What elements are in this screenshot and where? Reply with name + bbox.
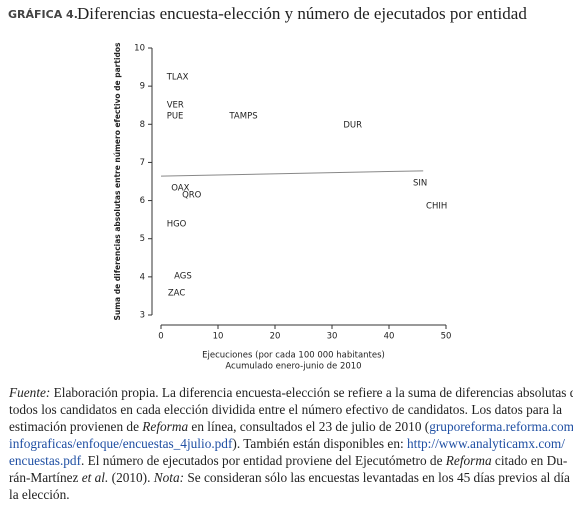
caption-text: Elaboración propia. La diferencia encues… [50, 385, 573, 400]
caption-text: ). También están disponibles en: [232, 436, 407, 451]
point-label: SIN [413, 179, 427, 189]
caption-text: estimación provienen de [9, 419, 143, 434]
link[interactable]: http://www.analyticamx.com/ [407, 436, 565, 451]
chart: GRÁFICA 4. Diferencias encuesta-elección… [8, 4, 527, 372]
point-label: OAX [171, 183, 189, 193]
caption-text: rán-Martínez [9, 470, 82, 485]
y-tick-label: 5 [140, 234, 145, 244]
link[interactable]: gruporeforma.reforma.com/ [429, 419, 573, 434]
caption-line: Fuente: Elaboración propia. La diferenci… [9, 384, 573, 401]
caption-text: Se consideran sólo las encuestas levanta… [184, 470, 573, 485]
y-tick-label: 9 [140, 82, 145, 92]
caption-line: infograficas/enfoque/encuestas_4julio.pd… [9, 435, 565, 452]
x-tick-label: 50 [441, 332, 452, 342]
caption-line: encuestas.pdf. El número de ejecutados p… [9, 452, 567, 469]
caption-text: Nota: [153, 470, 185, 485]
point-label: PUE [167, 111, 184, 121]
chart-title: Diferencias encuesta-elección y número d… [77, 4, 527, 23]
caption: Fuente: Elaboración propia. La diferenci… [9, 384, 573, 503]
caption-line: todos los candidatos en cada elección di… [9, 401, 562, 418]
caption-text: citado en Du- [491, 453, 568, 468]
point-label: VER [167, 101, 184, 111]
trend-line [160, 170, 424, 177]
x-tick-label: 30 [327, 332, 338, 342]
y-axis-label: Suma de diferencias absolutas entre núme… [113, 42, 122, 321]
caption-line: la elección. [9, 486, 562, 503]
x-axis-label: Acumulado enero-junio de 2010 [225, 362, 361, 372]
caption-text: et al. [81, 470, 109, 485]
y-tick-label: 8 [140, 120, 145, 130]
x-tick-label: 20 [270, 332, 281, 342]
point-label: DUR [343, 121, 362, 131]
y-tick-label: 7 [140, 158, 145, 168]
caption-text: . El número de ejecutados por entidad pr… [81, 453, 446, 468]
y-tick-label: 10 [134, 44, 145, 54]
y-tick-label: 3 [140, 311, 145, 321]
link[interactable]: encuestas.pdf [9, 453, 81, 468]
point-label: CHIH [426, 201, 447, 211]
caption-text: Fuente: [9, 385, 51, 400]
caption-text: todos los candidatos en cada elección di… [9, 402, 562, 417]
x-tick-label: 10 [213, 332, 224, 342]
caption-text: Reforma [445, 453, 492, 468]
point-label: AGS [174, 272, 192, 282]
point-label: TAMPS [228, 111, 257, 121]
y-tick-label: 4 [140, 272, 145, 282]
point-label: HGO [167, 219, 187, 229]
caption-line: rán-Martínez et al. (2010). Nota: Se con… [9, 469, 573, 486]
caption-line: estimación provienen de Reforma en línea… [9, 418, 573, 435]
point-label: QRO [182, 190, 202, 200]
y-tick-label: 6 [140, 196, 145, 206]
caption-text: Reforma [142, 419, 189, 434]
title-prefix: GRÁFICA 4. [8, 8, 78, 21]
point-label: ZAC [168, 288, 185, 298]
caption-text: la elección. [9, 487, 70, 502]
link[interactable]: infograficas/enfoque/encuestas_4julio.pd… [9, 436, 233, 451]
caption-text: en línea, consultados el 23 de julio de … [188, 419, 430, 434]
caption-text: (2010). [108, 470, 154, 485]
x-tick-label: 40 [384, 332, 395, 342]
x-tick-label: 0 [158, 332, 163, 342]
point-label: TLAX [166, 72, 189, 82]
x-axis-label: Ejecuciones (por cada 100 000 habitantes… [202, 351, 385, 361]
